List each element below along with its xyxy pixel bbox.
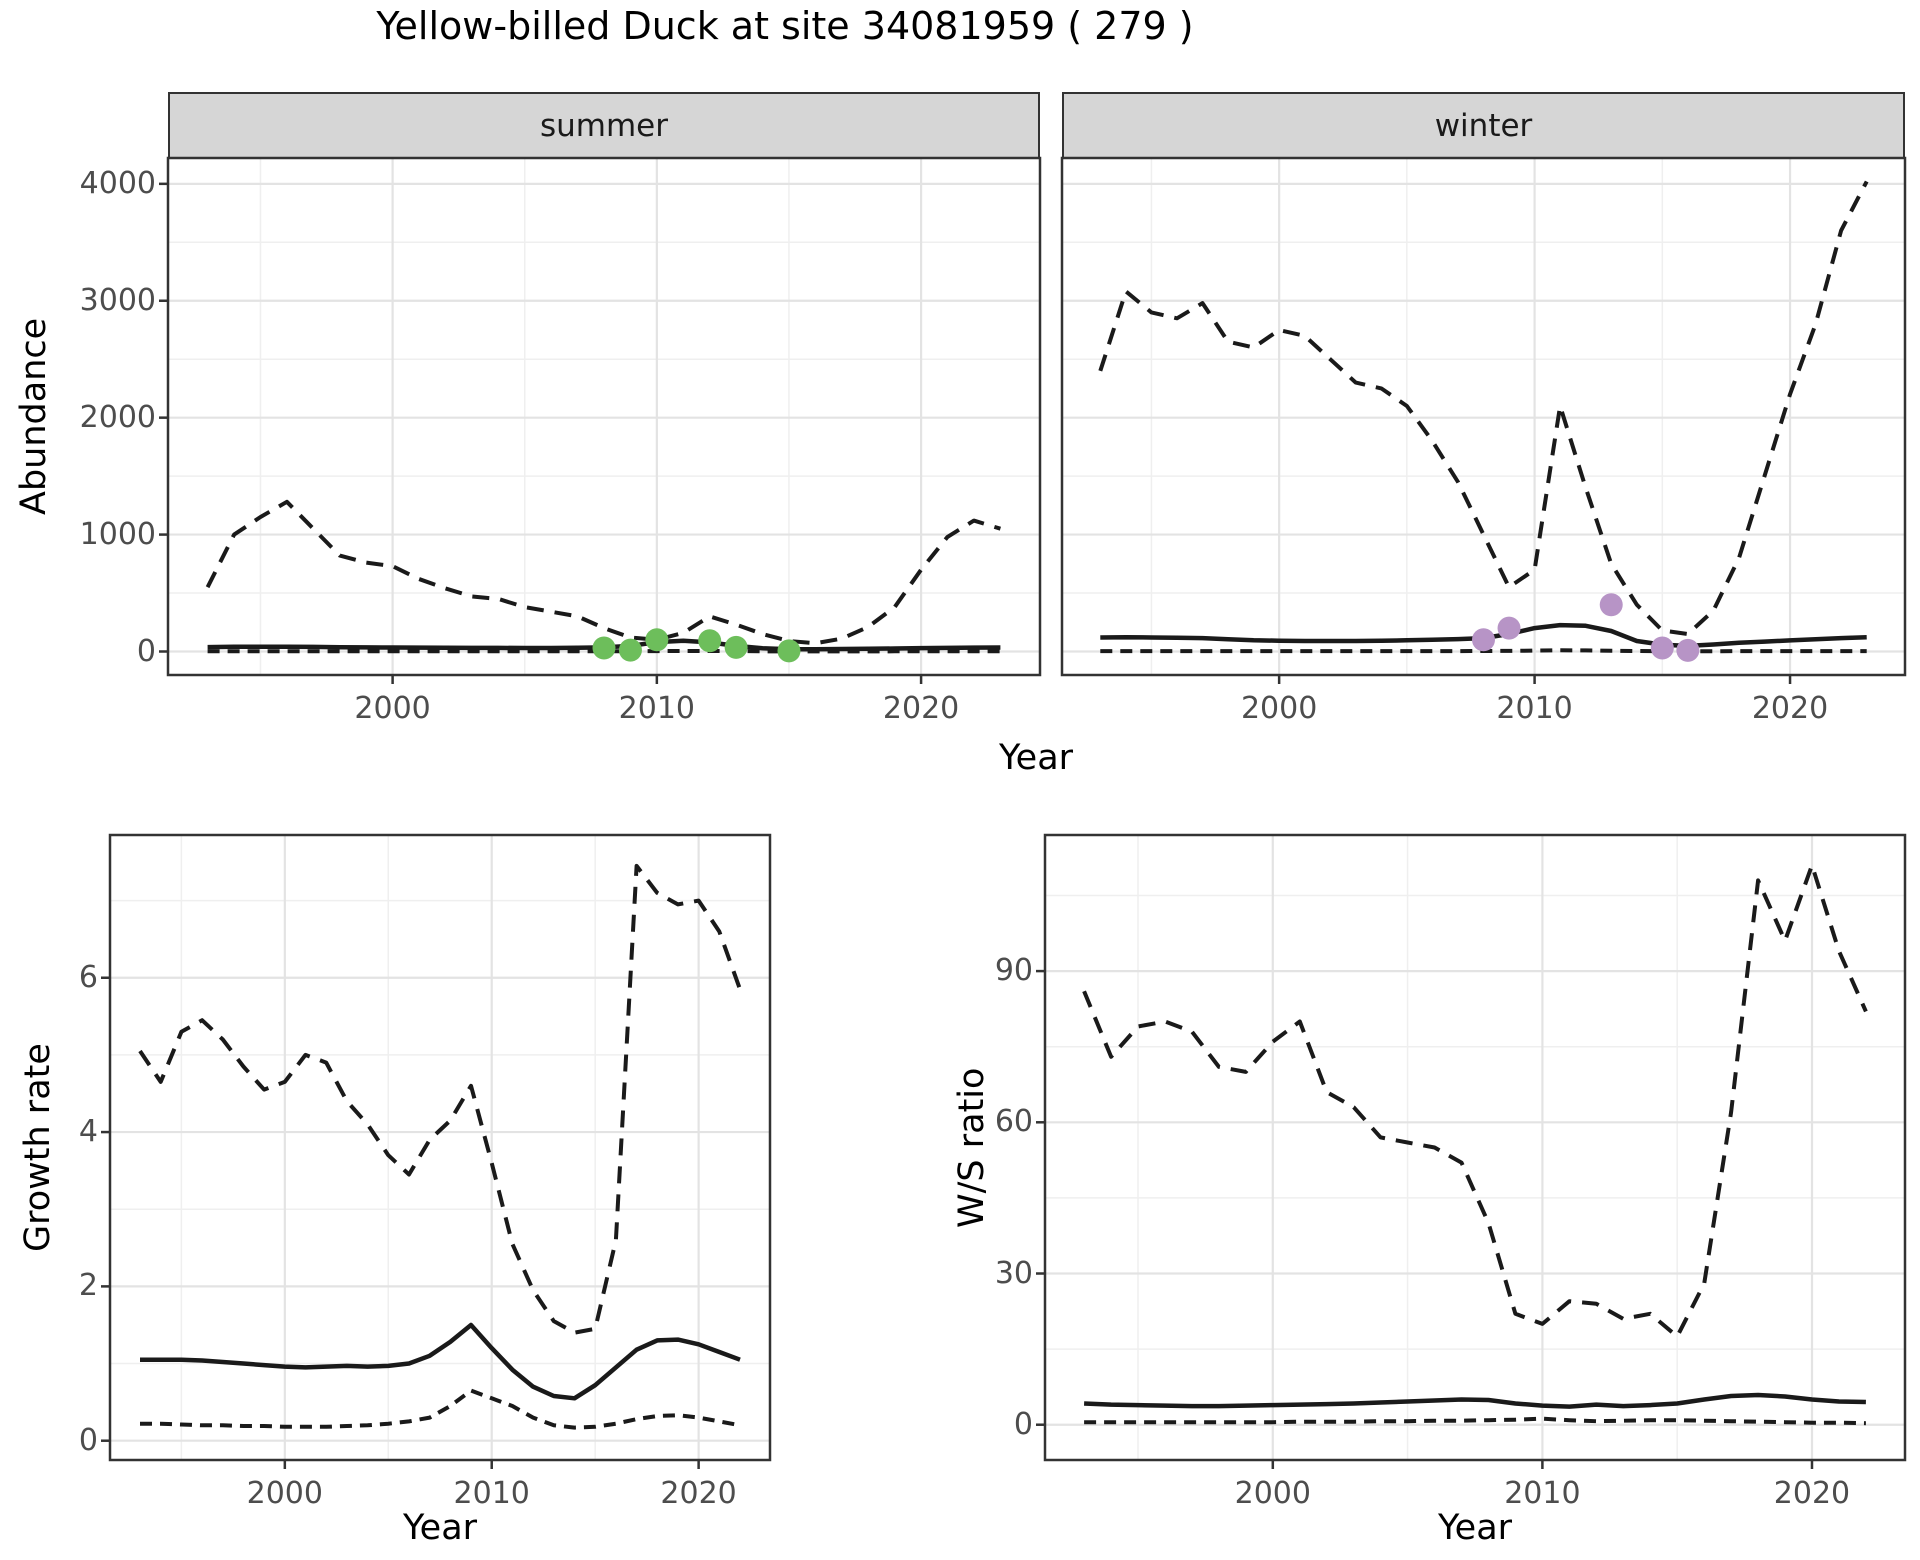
y-tick-label: 2: [78, 1268, 98, 1304]
facet-strip-winter: winter: [1062, 92, 1905, 160]
observed-point: [698, 629, 722, 653]
ws-ratio-x-axis-title: Year: [1437, 1508, 1513, 1548]
observed-point: [618, 638, 642, 662]
observed-point: [777, 639, 801, 663]
panel-abundance-winter: [1060, 156, 1907, 684]
observed-point: [1676, 638, 1700, 662]
y-tick-label: 30: [994, 1255, 1033, 1291]
x-tick-label: 2010: [1496, 691, 1573, 726]
y-tick-label: 0: [78, 1422, 98, 1458]
y-tick-label: 4000: [79, 165, 156, 201]
x-tick-label: 2010: [1504, 1476, 1581, 1511]
median-line: [140, 1322, 741, 1401]
x-tick-label: 2020: [1751, 691, 1829, 726]
upper-ci-line: [138, 863, 742, 1335]
x-tick-label: 2000: [1240, 691, 1318, 726]
y-tick-label: 4: [78, 1114, 98, 1150]
observed-point: [1599, 593, 1623, 617]
y-tick-label: 60: [994, 1104, 1033, 1140]
median-line: [1084, 1392, 1866, 1409]
upper-ci-line: [1082, 863, 1868, 1339]
panel-growth-rate: [101, 833, 772, 1469]
x-tick-label: 2010: [618, 691, 696, 726]
observed-point: [724, 635, 748, 659]
observed-point: [1497, 616, 1521, 640]
ws-ratio-y-axis-title: W/S ratio: [952, 1067, 992, 1228]
x-tick-label: 2000: [354, 691, 431, 726]
panel-abundance-summer: [159, 156, 1042, 684]
growth-rate-x-axis-title: Year: [402, 1508, 478, 1548]
y-tick-label: 0: [1013, 1406, 1033, 1442]
x-tick-label: 2010: [453, 1476, 530, 1511]
x-tick-label: 2000: [246, 1476, 323, 1511]
y-tick-label: 3000: [79, 282, 156, 318]
facet-strip-summer-label: summer: [539, 108, 668, 144]
y-tick-label: 6: [78, 959, 98, 995]
observed-point: [1472, 628, 1495, 652]
y-tick-label: 0: [136, 633, 156, 669]
top-row-x-axis-title: Year: [998, 738, 1074, 778]
x-tick-label: 2020: [1773, 1476, 1851, 1511]
x-tick-label: 2000: [1234, 1476, 1311, 1511]
panel-ws-ratio: [1036, 833, 1907, 1469]
lower-ci-line: [1084, 1416, 1866, 1426]
x-tick-label: 2020: [882, 691, 960, 726]
y-tick-label: 90: [994, 953, 1033, 989]
observed-point: [1650, 636, 1674, 660]
facet-strip-winter-label: winter: [1434, 108, 1533, 144]
y-tick-label: 2000: [79, 399, 156, 435]
observed-point: [645, 628, 669, 652]
x-tick-label: 2020: [660, 1476, 737, 1511]
upper-ci-line: [205, 499, 1001, 646]
figure-title: Yellow-billed Duck at site 34081959 ( 27…: [376, 4, 1194, 48]
lower-ci-line: [140, 1388, 741, 1430]
facet-strip-summer: summer: [168, 92, 1040, 160]
observed-point: [592, 636, 616, 660]
y-tick-label: 1000: [79, 516, 156, 552]
